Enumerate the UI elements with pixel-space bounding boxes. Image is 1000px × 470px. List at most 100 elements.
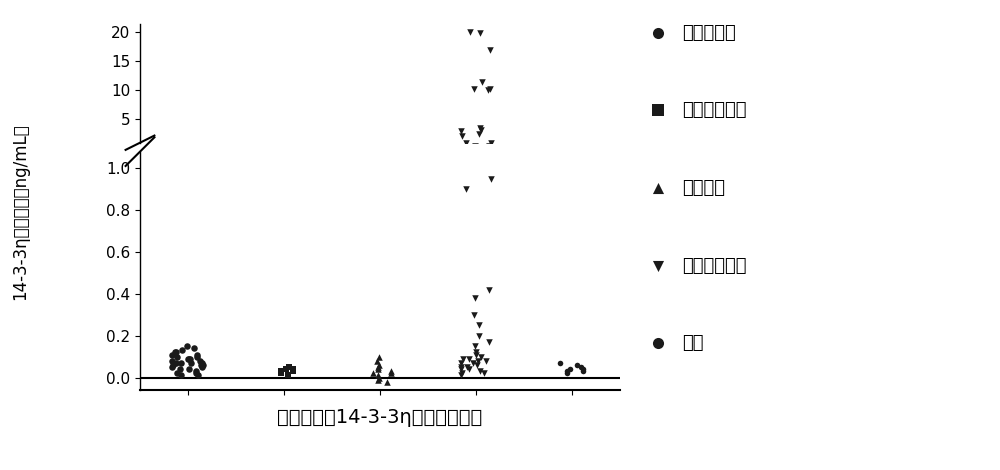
Point — [169, 369, 185, 377]
Point — [569, 144, 585, 152]
Point — [188, 145, 204, 152]
Point — [188, 369, 204, 377]
Point — [467, 142, 483, 150]
Point — [172, 365, 188, 373]
Point — [379, 145, 395, 152]
Point — [478, 144, 494, 152]
Point — [562, 145, 578, 152]
Point — [559, 368, 575, 375]
Point — [465, 144, 481, 152]
Point — [458, 186, 474, 193]
Point — [454, 145, 470, 152]
Point — [164, 144, 180, 152]
Point — [365, 369, 381, 377]
Point — [559, 369, 575, 377]
Point — [285, 145, 301, 152]
Point — [370, 363, 386, 371]
Point — [183, 144, 199, 152]
Point — [182, 355, 198, 362]
Point — [454, 369, 470, 377]
Point — [182, 144, 198, 152]
Point — [573, 363, 589, 371]
Point — [192, 144, 208, 152]
Point — [466, 311, 482, 319]
Point — [453, 372, 469, 379]
Point — [174, 144, 190, 151]
Point — [467, 144, 483, 151]
Point — [371, 145, 387, 152]
Point — [468, 144, 484, 152]
Text: 痛风: 痛风 — [682, 334, 704, 352]
Point — [190, 372, 206, 379]
Point — [195, 144, 211, 152]
Point — [476, 369, 492, 377]
Point — [194, 363, 210, 371]
Point — [453, 359, 469, 367]
Point — [470, 144, 486, 152]
Point — [461, 145, 477, 152]
Point — [180, 355, 196, 362]
Point — [575, 145, 591, 152]
Point — [168, 144, 184, 152]
Point — [467, 294, 483, 302]
Point — [190, 145, 206, 152]
Point — [482, 46, 498, 54]
Point — [467, 343, 483, 350]
Point — [371, 374, 387, 381]
Point — [273, 368, 289, 375]
Point — [466, 85, 482, 93]
Point — [285, 368, 301, 375]
Point — [172, 145, 188, 152]
Point — [370, 365, 386, 373]
Point — [383, 368, 399, 375]
Point — [181, 365, 197, 373]
Point — [194, 144, 210, 152]
Point — [165, 144, 181, 152]
Point — [281, 363, 297, 371]
Point — [650, 262, 666, 269]
Point — [466, 143, 482, 150]
Point — [453, 127, 469, 135]
Point — [168, 144, 184, 152]
Point — [285, 365, 301, 373]
Point — [365, 145, 381, 152]
Point — [181, 355, 197, 362]
Point — [167, 349, 183, 356]
Point — [471, 144, 487, 151]
Point — [465, 359, 481, 367]
Point — [472, 30, 488, 37]
Point — [173, 359, 189, 367]
Point — [285, 145, 301, 152]
Point — [167, 144, 183, 152]
Point — [189, 351, 205, 358]
Point — [189, 144, 205, 152]
Point — [193, 361, 209, 369]
Point — [473, 353, 489, 360]
Point — [174, 346, 190, 354]
Point — [455, 144, 471, 152]
Point — [165, 361, 181, 369]
Point — [453, 363, 469, 371]
Point — [462, 29, 478, 36]
Point — [370, 145, 386, 152]
Point — [562, 365, 578, 373]
Point — [164, 363, 180, 371]
Point — [453, 145, 469, 152]
Point — [168, 349, 184, 356]
Point — [370, 376, 386, 384]
Point — [278, 145, 294, 152]
Point — [379, 378, 395, 385]
Point — [164, 357, 180, 365]
Point — [472, 145, 488, 152]
Point — [188, 368, 204, 375]
Point — [383, 145, 399, 152]
Text: 强直性脊柱炎: 强直性脊柱炎 — [682, 102, 746, 119]
Point — [369, 144, 385, 152]
Point — [164, 351, 180, 358]
Text: 健康体检组: 健康体检组 — [682, 24, 736, 42]
Point — [453, 144, 469, 152]
Point — [481, 338, 497, 346]
Point — [469, 144, 485, 152]
Point — [471, 321, 487, 329]
Point — [273, 369, 289, 377]
